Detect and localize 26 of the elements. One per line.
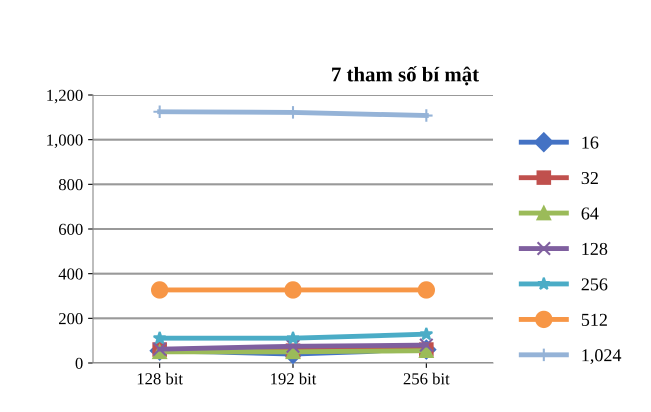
legend-label: 256 bbox=[582, 278, 608, 290]
y-tick-label: 1,000 bbox=[47, 134, 83, 148]
y-tick-label: 400 bbox=[58, 268, 83, 280]
x-tick-label: 128 bit bbox=[138, 372, 183, 384]
legend-label: 1,024 bbox=[582, 349, 622, 364]
point bbox=[150, 281, 168, 299]
chart-title: 7 tham số bí mật bbox=[332, 66, 479, 86]
y-tick-label: 600 bbox=[58, 224, 83, 235]
x-tick-label: 256 bit bbox=[404, 372, 450, 384]
y-tick-label: 200 bbox=[59, 313, 83, 324]
x-tick-label: 192 bit bbox=[271, 372, 316, 384]
legend-label: 512 bbox=[582, 314, 607, 326]
legend-label: 16 bbox=[582, 136, 598, 149]
y-tick-label: 800 bbox=[58, 179, 83, 190]
legend-label: 32 bbox=[582, 172, 598, 184]
y-tick-label: 0 bbox=[76, 358, 83, 369]
point bbox=[418, 281, 436, 299]
point bbox=[152, 330, 167, 344]
point bbox=[286, 338, 300, 354]
y-tick-label: 1,200 bbox=[47, 90, 83, 104]
point bbox=[419, 326, 434, 340]
legend-label: 64 bbox=[582, 207, 599, 220]
point bbox=[286, 330, 300, 344]
point bbox=[419, 338, 434, 352]
legend-label: 128 bbox=[582, 242, 608, 256]
point bbox=[284, 281, 302, 299]
